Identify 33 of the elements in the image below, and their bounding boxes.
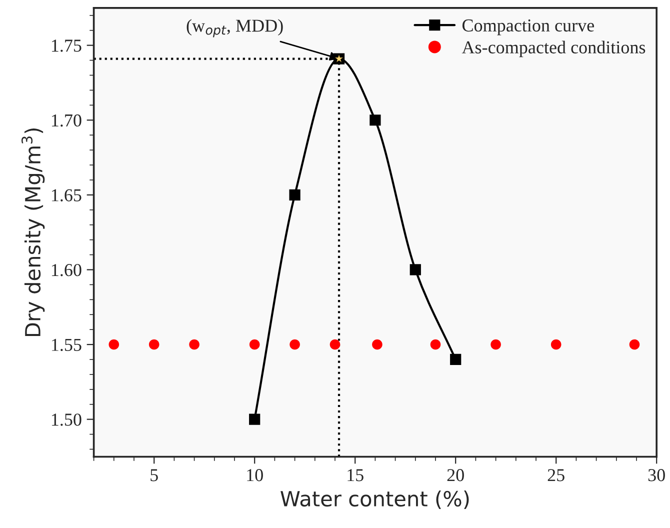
- y-tick-label: 1.75: [52, 40, 82, 52]
- x-tick-label: 15: [348, 469, 364, 482]
- y-tick-label: 1.50: [52, 414, 82, 426]
- point: [290, 339, 300, 350]
- point: [249, 339, 260, 350]
- point: [189, 339, 200, 350]
- point: [249, 414, 260, 425]
- x-tick-label: 20: [447, 469, 464, 482]
- point: [450, 354, 462, 366]
- x-tick-label: 30: [648, 469, 665, 482]
- point: [330, 339, 340, 350]
- y-tick-label: 1.60: [52, 264, 82, 276]
- y-tick-label: 1.65: [52, 189, 82, 202]
- annotation: (w$_{opt}$, MDD): [186, 19, 283, 38]
- legend-label: Compaction curve: [462, 19, 594, 36]
- point: [289, 189, 300, 200]
- x-tick-label: 10: [247, 469, 263, 482]
- point: [370, 114, 381, 126]
- point: [430, 339, 441, 350]
- point: [372, 339, 382, 350]
- point: [550, 339, 562, 350]
- point: [410, 264, 421, 276]
- y-tick-label: 1.70: [52, 114, 82, 127]
- point: [108, 339, 120, 350]
- legend-label: As-compacted conditions: [462, 40, 646, 58]
- x-axis-title: Water content (%): [280, 490, 469, 510]
- point: [490, 339, 501, 350]
- y-axis-title: Dry density (Mg/m$^{3}$): [22, 128, 45, 336]
- point: [148, 339, 160, 350]
- point: [629, 339, 640, 350]
- x-tick-label: 25: [548, 469, 564, 482]
- y-tick-label: 1.55: [52, 338, 82, 352]
- x-tick-label: 5: [150, 469, 158, 482]
